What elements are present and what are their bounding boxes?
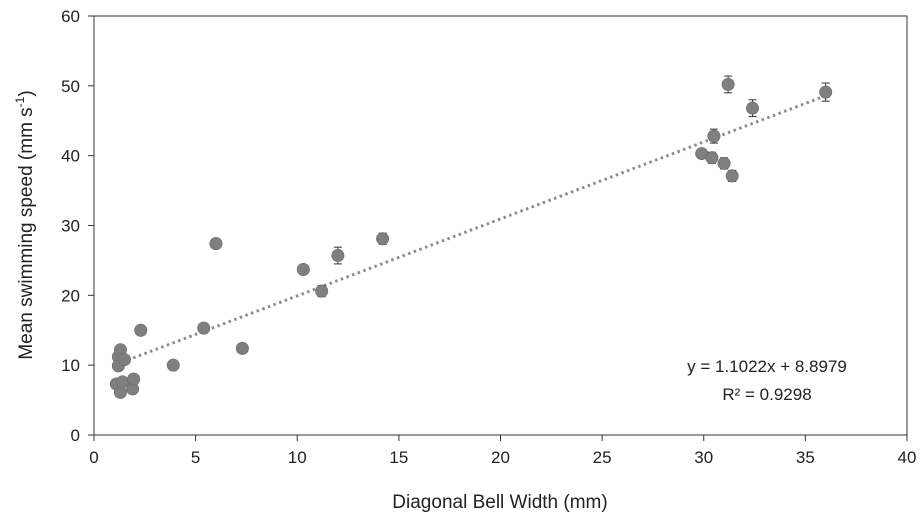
x-tick-label: 40 [898,448,917,467]
data-point [209,237,223,251]
y-axis-title-base: Mean swimming speed (mm s [16,107,37,359]
data-point [166,358,180,372]
data-point [725,169,739,183]
regression-equation: y = 1.1022x + 8.8979 [687,357,847,376]
y-tick-label: 30 [61,217,80,236]
y-tick-label: 0 [71,426,80,445]
y-tick-label: 10 [61,356,80,375]
y-tick-label: 50 [61,77,80,96]
x-tick-label: 10 [288,448,307,467]
plot-area: 0 5 10 15 20 25 30 35 40 0 10 20 30 40 50 60 [61,7,916,467]
y-tick-label: 20 [61,286,80,305]
data-point [315,284,329,298]
data-point [705,151,719,165]
data-point [117,353,131,367]
x-tick-label: 35 [796,448,815,467]
data-point [197,321,211,335]
x-tick-label: 15 [389,448,408,467]
y-axis-title-end: ) [16,90,37,96]
r-squared-label: R² = 0.9298 [722,385,811,404]
data-point [746,101,760,115]
x-tick-label: 30 [694,448,713,467]
x-tick-label: 20 [491,448,510,467]
trendline [115,94,827,366]
y-tick-label: 40 [61,147,80,166]
x-axis-title: Diagonal Bell Width (mm) [392,492,607,513]
data-point [376,232,390,246]
x-tick-label: 0 [89,448,98,467]
data-point [331,249,345,263]
data-point [721,77,735,91]
data-point [819,85,833,99]
y-axis-title-superscript: -1 [13,96,27,107]
data-point [707,129,721,143]
data-point [717,156,731,170]
y-axis-title: Mean swimming speed (mm s-1) [13,90,37,359]
x-tick-label: 5 [191,448,200,467]
y-tick-label: 60 [61,7,80,26]
data-point [235,341,249,355]
data-point [296,262,310,276]
data-point [127,372,141,386]
x-tick-label: 25 [593,448,612,467]
data-point [134,323,148,337]
